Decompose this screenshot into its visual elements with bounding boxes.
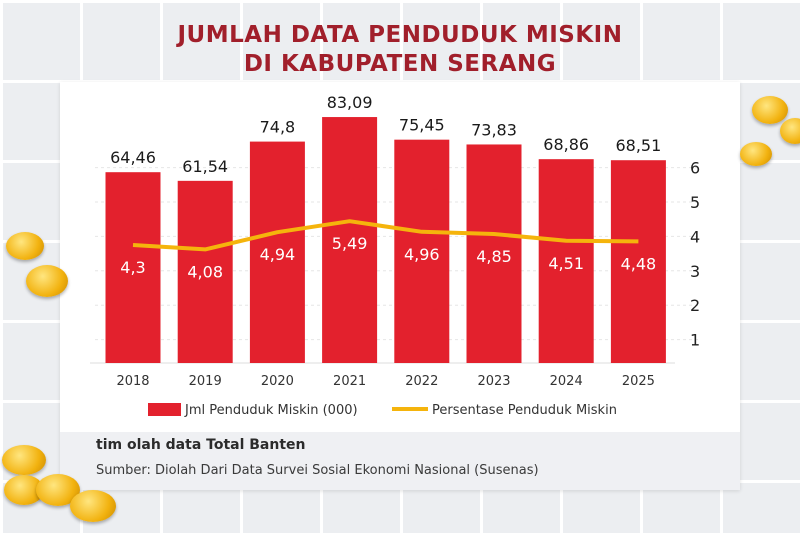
- source-text: Sumber: Diolah Dari Data Survei Sosial E…: [96, 463, 539, 478]
- bar-value-label: 83,09: [327, 93, 373, 112]
- bar: [538, 159, 594, 363]
- coin-icon: [26, 265, 68, 297]
- footer: [60, 432, 740, 490]
- coin-icon: [752, 96, 788, 124]
- line-value-label: 4,3: [120, 258, 145, 277]
- coin-icon: [780, 118, 800, 144]
- right-axis-tick: 4: [690, 227, 700, 246]
- line-value-label: 4,51: [548, 254, 584, 273]
- bar: [249, 141, 305, 363]
- coin-icon: [70, 490, 116, 522]
- x-tick-label: 2024: [550, 374, 583, 389]
- bar-value-label: 74,8: [260, 118, 296, 137]
- x-tick-label: 2020: [261, 374, 294, 389]
- right-axis-tick: 6: [690, 159, 700, 178]
- bar-value-label: 68,86: [543, 135, 589, 154]
- right-axis-tick: 2: [690, 296, 700, 315]
- bar: [610, 160, 666, 363]
- bar: [466, 144, 522, 363]
- bar: [105, 172, 161, 363]
- bar-value-label: 64,46: [110, 148, 156, 167]
- credit-text: tim olah data Total Banten: [96, 437, 306, 453]
- x-tick-label: 2018: [116, 374, 149, 389]
- bar-value-label: 61,54: [182, 157, 228, 176]
- x-tick-label: 2022: [405, 374, 438, 389]
- legend-swatch-bar: [148, 403, 181, 416]
- x-tick-label: 2023: [477, 374, 510, 389]
- x-tick-label: 2019: [189, 374, 222, 389]
- line-value-label: 5,49: [332, 234, 368, 253]
- coin-icon: [6, 232, 44, 260]
- chart-title-line1: JUMLAH DATA PENDUDUK MISKIN: [177, 22, 623, 48]
- bar: [394, 139, 450, 363]
- bar: [322, 117, 378, 364]
- coin-icon: [2, 445, 46, 475]
- right-axis-tick: 1: [690, 331, 700, 350]
- x-tick-label: 2021: [333, 374, 366, 389]
- line-value-label: 4,94: [260, 245, 296, 264]
- line-value-label: 4,48: [621, 254, 657, 273]
- coin-icon: [740, 142, 772, 166]
- bar: [177, 180, 233, 363]
- line-value-label: 4,85: [476, 247, 512, 266]
- x-tick-label: 2025: [622, 374, 655, 389]
- line-value-label: 4,08: [187, 262, 223, 281]
- line-value-label: 4,96: [404, 245, 440, 264]
- legend-label-line: Persentase Penduduk Miskin: [432, 403, 617, 418]
- right-axis-tick: 3: [690, 262, 700, 281]
- bar-value-label: 73,83: [471, 120, 517, 139]
- chart-title-line2: DI KABUPATEN SERANG: [243, 51, 557, 77]
- bar-value-label: 75,45: [399, 116, 445, 135]
- bar-value-label: 68,51: [615, 136, 661, 155]
- line-series: [132, 219, 639, 252]
- legend-label-bar: Jml Penduduk Miskin (000): [184, 403, 358, 418]
- right-axis-tick: 5: [690, 193, 700, 212]
